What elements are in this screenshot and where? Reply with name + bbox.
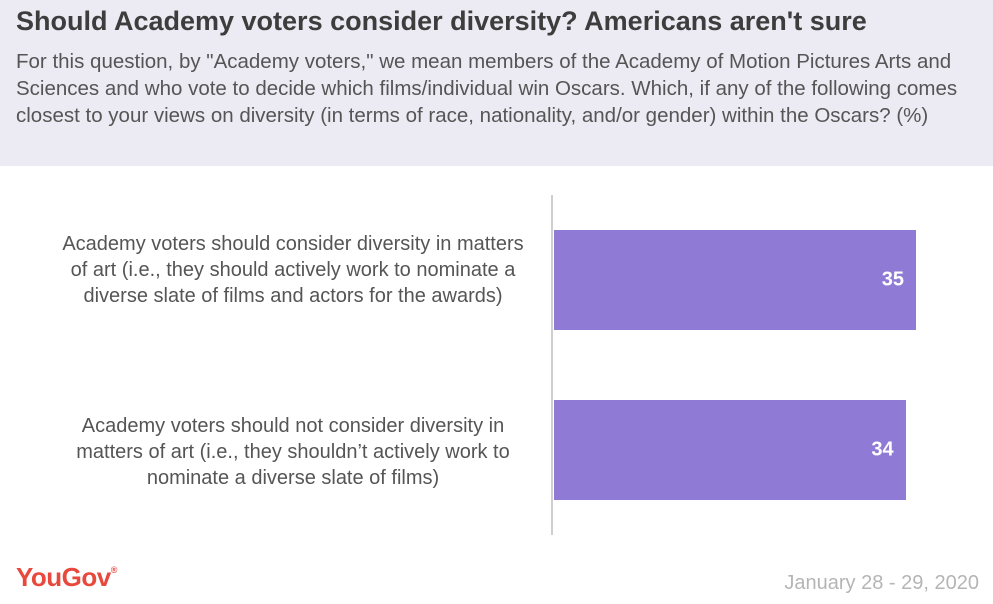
bar-value-consider: 35 [881,268,904,291]
chart-subtitle: For this question, by "Academy voters," … [16,50,958,127]
category-label-not-consider: Academy voters should not consider diver… [76,415,510,489]
axis-line [551,195,553,535]
bar-consider: 35 [554,230,916,330]
bar-value-not-consider: 34 [871,438,894,461]
header-panel: Should Academy voters consider diversity… [0,0,993,166]
category-label-consider: Academy voters should consider diversity… [62,233,524,307]
bar-not-consider: 34 [554,400,906,500]
chart-title: Should Academy voters consider diversity… [16,6,867,36]
survey-date: January 28 - 29, 2020 [784,572,979,594]
yougov-logo: YouGov® [16,562,117,592]
